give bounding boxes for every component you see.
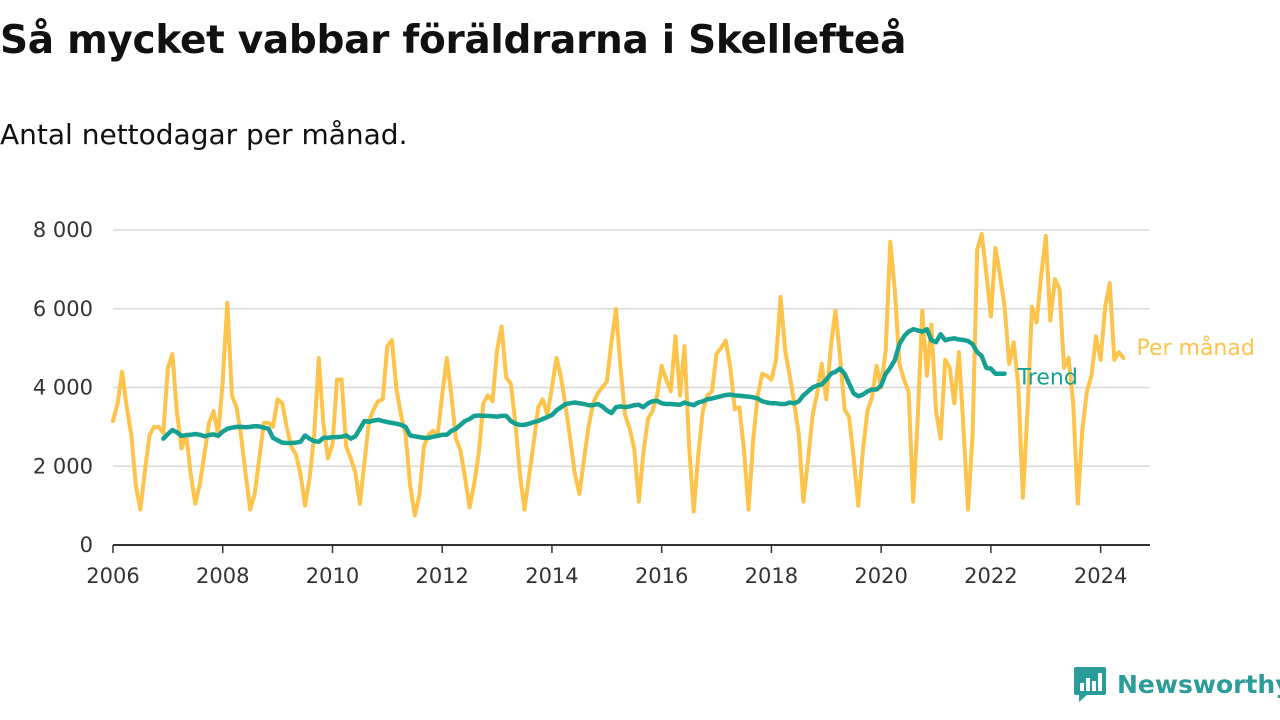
newsworthy-logo-icon [1074,667,1106,702]
series-labels: Per månad Trend [1017,335,1255,391]
x-axis: 2006 2008 2010 2012 2014 2016 2018 2020 2022 2024 [86,544,1150,588]
x-tick-label: 2010 [306,564,359,588]
chart-title: Så mycket vabbar föräldrarna i Skellefte… [0,18,907,63]
brand-name: Newsworthy [1117,669,1280,699]
y-axis: 0 2 000 4 000 6 000 8 000 [33,218,93,557]
x-tick-label: 2006 [86,564,139,588]
series-label-trend: Trend [1017,366,1078,391]
x-tick-label: 2008 [196,564,249,588]
chart-subtitle: Antal nettodagar per månad. [0,118,408,151]
series-line-per-manad [111,231,1126,518]
x-tick-label: 2016 [635,564,688,588]
x-tick-label: 2012 [415,564,468,588]
y-tick-label: 2 000 [33,454,93,478]
y-tick-label: 6 000 [33,297,93,321]
x-tick-label: 2024 [1074,564,1127,588]
x-tick-label: 2014 [525,564,578,588]
y-tick-label: 0 [80,533,93,557]
series-line-trend [161,326,1007,446]
newsworthy-brand[interactable]: Newsworthy [1073,664,1280,704]
y-tick-label: 8 000 [33,218,93,242]
y-tick-label: 4 000 [33,376,93,400]
series-label-per-manad: Per månad [1136,335,1254,361]
series-lines [111,231,1126,518]
x-tick-label: 2018 [745,564,798,588]
x-tick-label: 2022 [964,564,1017,588]
x-tick-label: 2020 [854,564,907,588]
